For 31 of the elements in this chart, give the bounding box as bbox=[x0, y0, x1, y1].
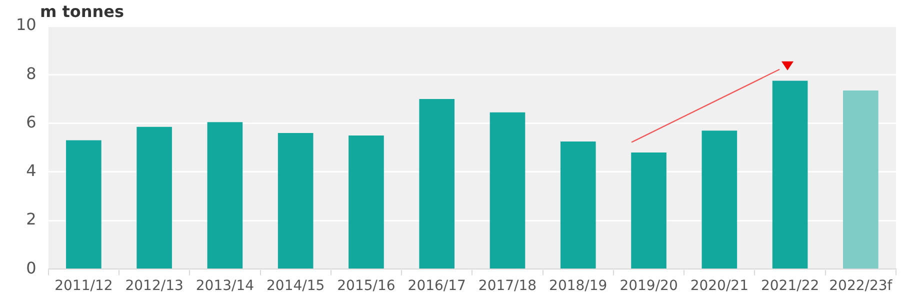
x-tick-label: 2019/20 bbox=[620, 278, 678, 294]
bar bbox=[66, 140, 102, 268]
bar bbox=[772, 80, 808, 268]
x-tick-label: 2021/22 bbox=[760, 278, 820, 294]
bar bbox=[419, 98, 455, 268]
bar bbox=[278, 133, 314, 268]
bar bbox=[843, 90, 878, 268]
bar bbox=[136, 126, 172, 268]
x-tick-label: 2012/13 bbox=[125, 278, 184, 294]
bar bbox=[348, 135, 384, 268]
y-tick-label: 6 bbox=[26, 112, 36, 132]
x-tick-label: 2020/21 bbox=[690, 278, 748, 294]
x-tick-label: 2011/12 bbox=[54, 278, 113, 294]
y-tick-label: 8 bbox=[26, 64, 36, 83]
y-axis-title: m tonnes bbox=[40, 2, 124, 21]
y-tick-label: 10 bbox=[16, 15, 36, 34]
y-tick-label: 4 bbox=[26, 161, 36, 180]
x-tick-label: 2017/18 bbox=[478, 278, 537, 294]
x-tick-label: 2018/19 bbox=[549, 278, 608, 294]
x-tick-label: 2014/15 bbox=[266, 278, 325, 294]
y-tick-label: 2 bbox=[26, 210, 36, 229]
x-tick-label: 2013/14 bbox=[196, 278, 254, 294]
bar bbox=[490, 112, 526, 268]
x-tick-label: 2022/23f bbox=[829, 278, 894, 294]
x-tick-label: 2015/16 bbox=[337, 278, 396, 294]
bar bbox=[560, 142, 596, 268]
bar bbox=[631, 152, 666, 268]
y-tick-label: 0 bbox=[26, 258, 36, 278]
x-tick-label: 2016/17 bbox=[408, 278, 466, 294]
bar bbox=[207, 122, 243, 268]
bar bbox=[702, 130, 738, 268]
